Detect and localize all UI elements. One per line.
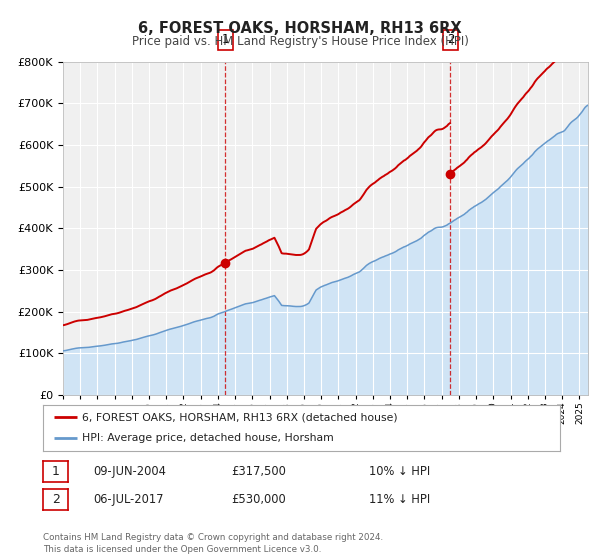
Text: 2: 2 bbox=[52, 493, 60, 506]
Text: 2: 2 bbox=[447, 34, 454, 46]
Text: 10% ↓ HPI: 10% ↓ HPI bbox=[369, 465, 430, 478]
Text: HPI: Average price, detached house, Horsham: HPI: Average price, detached house, Hors… bbox=[82, 433, 334, 444]
Text: 11% ↓ HPI: 11% ↓ HPI bbox=[369, 493, 430, 506]
Text: £317,500: £317,500 bbox=[231, 465, 286, 478]
Text: Contains HM Land Registry data © Crown copyright and database right 2024.
This d: Contains HM Land Registry data © Crown c… bbox=[43, 533, 383, 554]
Text: Price paid vs. HM Land Registry's House Price Index (HPI): Price paid vs. HM Land Registry's House … bbox=[131, 35, 469, 48]
Text: 06-JUL-2017: 06-JUL-2017 bbox=[93, 493, 163, 506]
Text: £530,000: £530,000 bbox=[231, 493, 286, 506]
Text: 1: 1 bbox=[52, 465, 60, 478]
Text: 1: 1 bbox=[222, 34, 229, 46]
Text: 09-JUN-2004: 09-JUN-2004 bbox=[93, 465, 166, 478]
Text: 6, FOREST OAKS, HORSHAM, RH13 6RX (detached house): 6, FOREST OAKS, HORSHAM, RH13 6RX (detac… bbox=[82, 412, 398, 422]
Text: 6, FOREST OAKS, HORSHAM, RH13 6RX: 6, FOREST OAKS, HORSHAM, RH13 6RX bbox=[138, 21, 462, 36]
